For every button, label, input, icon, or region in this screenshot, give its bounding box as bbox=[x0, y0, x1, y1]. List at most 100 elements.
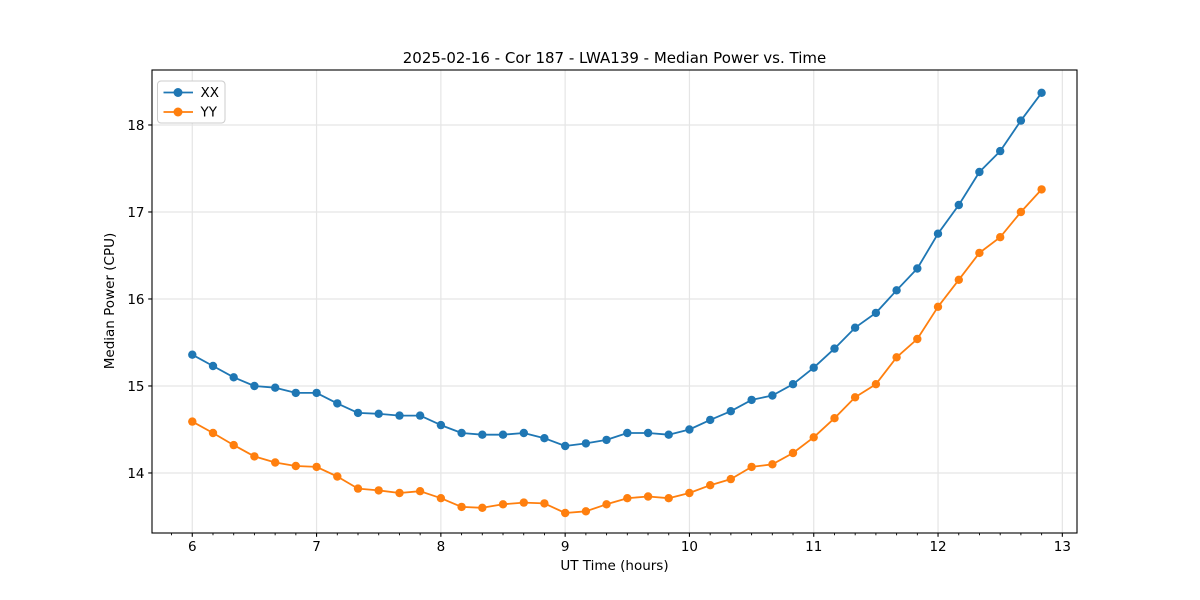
series-xx-point bbox=[747, 395, 756, 405]
series-xx-point bbox=[830, 344, 839, 353]
series-yy-point bbox=[643, 492, 653, 501]
x-tick-label: 12 bbox=[929, 539, 946, 555]
series-yy-point bbox=[809, 433, 818, 442]
plot-border bbox=[151, 69, 1078, 534]
legend-marker-yy bbox=[173, 107, 183, 117]
series-yy-point bbox=[685, 488, 694, 498]
series-xx-point bbox=[395, 411, 404, 420]
x-tick-label: 6 bbox=[188, 539, 197, 555]
series-yy-point bbox=[788, 448, 798, 458]
series-yy-point bbox=[457, 502, 466, 512]
x-tick-label: 10 bbox=[681, 539, 698, 555]
series-yy-point bbox=[374, 486, 383, 495]
series-yy-point bbox=[415, 487, 425, 496]
series-xx-point bbox=[271, 383, 280, 392]
series-xx-point bbox=[913, 264, 922, 273]
series-yy-point bbox=[498, 500, 508, 509]
series-yy-point bbox=[664, 494, 673, 503]
x-tick-label: 9 bbox=[561, 539, 570, 555]
series-yy-point bbox=[478, 503, 487, 512]
series-yy-point bbox=[892, 353, 901, 362]
x-tick-label: 11 bbox=[805, 539, 822, 555]
series-xx-point bbox=[540, 434, 549, 443]
chart-title: 2025-02-16 - Cor 187 - LWA139 - Median P… bbox=[402, 49, 827, 67]
series-xx-point bbox=[1037, 88, 1046, 98]
y-tick-label: 14 bbox=[127, 466, 144, 482]
series-xx-point bbox=[374, 409, 383, 418]
series-xx-point bbox=[768, 391, 777, 400]
series-xx-point bbox=[623, 428, 632, 438]
series-xx-point bbox=[250, 381, 259, 391]
x-tick-label: 8 bbox=[437, 539, 446, 555]
series-xx-point bbox=[1016, 116, 1026, 125]
x-axis-label: UT Time (hours) bbox=[560, 558, 669, 574]
series-xx-point bbox=[726, 407, 735, 416]
series-yy-point bbox=[706, 481, 715, 490]
series-xx-point bbox=[850, 323, 860, 332]
series-yy-point bbox=[933, 302, 943, 311]
series-yy-point bbox=[768, 460, 777, 469]
y-axis-label: Median Power (CPU) bbox=[102, 232, 118, 370]
legend-label-yy: YY bbox=[200, 105, 218, 121]
series-yy-point bbox=[954, 275, 963, 284]
series-yy-point bbox=[830, 414, 839, 423]
series-xx-point bbox=[685, 425, 694, 434]
x-tick-label: 13 bbox=[1054, 539, 1071, 555]
series-xx-point bbox=[229, 373, 238, 382]
series-xx-point bbox=[208, 361, 218, 371]
series-xx-point bbox=[788, 380, 798, 389]
series-xx-point bbox=[561, 441, 570, 451]
series-yy-point bbox=[871, 380, 881, 389]
series-xx-point bbox=[581, 439, 591, 448]
series-yy-point bbox=[436, 494, 446, 503]
series-xx-point bbox=[975, 167, 984, 177]
series-yy-point bbox=[975, 248, 984, 258]
series-yy-point bbox=[726, 474, 735, 484]
series-yy-point bbox=[623, 494, 632, 503]
series-xx-point bbox=[478, 430, 487, 439]
y-tick-label: 15 bbox=[127, 379, 144, 395]
series-xx-point bbox=[188, 350, 197, 359]
series-yy-point bbox=[353, 484, 363, 493]
series-yy-point bbox=[996, 233, 1005, 242]
series-xx-point bbox=[457, 428, 466, 438]
series-yy-point bbox=[395, 488, 404, 498]
series-yy-point bbox=[850, 393, 860, 402]
series-yy-point bbox=[188, 417, 197, 426]
series-xx-point bbox=[415, 411, 425, 420]
series-xx-point bbox=[809, 363, 818, 372]
legend-marker-xx bbox=[173, 88, 183, 97]
series-yy-point bbox=[250, 452, 259, 461]
series-yy-point bbox=[913, 334, 922, 344]
series-yy-point bbox=[561, 508, 570, 518]
series-xx-point bbox=[333, 399, 342, 408]
series-yy-point bbox=[602, 500, 611, 509]
x-tick-label: 7 bbox=[312, 539, 321, 555]
series-yy-point bbox=[1016, 207, 1026, 217]
series-xx-point bbox=[643, 428, 653, 438]
series-xx-point bbox=[664, 430, 673, 439]
series-yy-point bbox=[291, 461, 300, 471]
series-xx-point bbox=[436, 420, 446, 430]
series-xx-point bbox=[892, 286, 901, 295]
series-yy-point bbox=[1037, 185, 1046, 194]
series-xx-point bbox=[996, 146, 1005, 156]
series-yy-point bbox=[312, 462, 321, 472]
series-xx-point bbox=[954, 200, 963, 210]
series-yy-point bbox=[581, 507, 591, 516]
series-xx-point bbox=[602, 435, 611, 445]
series-xx-point bbox=[353, 408, 363, 418]
series-yy-point bbox=[333, 472, 342, 481]
series-yy-point bbox=[208, 428, 218, 438]
y-tick-label: 18 bbox=[127, 118, 144, 134]
legend-label-xx: XX bbox=[201, 85, 220, 101]
series-yy-point bbox=[229, 440, 238, 450]
series-yy-point bbox=[747, 462, 756, 472]
y-tick-label: 16 bbox=[127, 292, 144, 308]
series-xx-point bbox=[933, 229, 943, 238]
series-xx-point bbox=[291, 388, 300, 398]
series-yy-point bbox=[519, 498, 528, 507]
series-xx-point bbox=[871, 308, 881, 318]
